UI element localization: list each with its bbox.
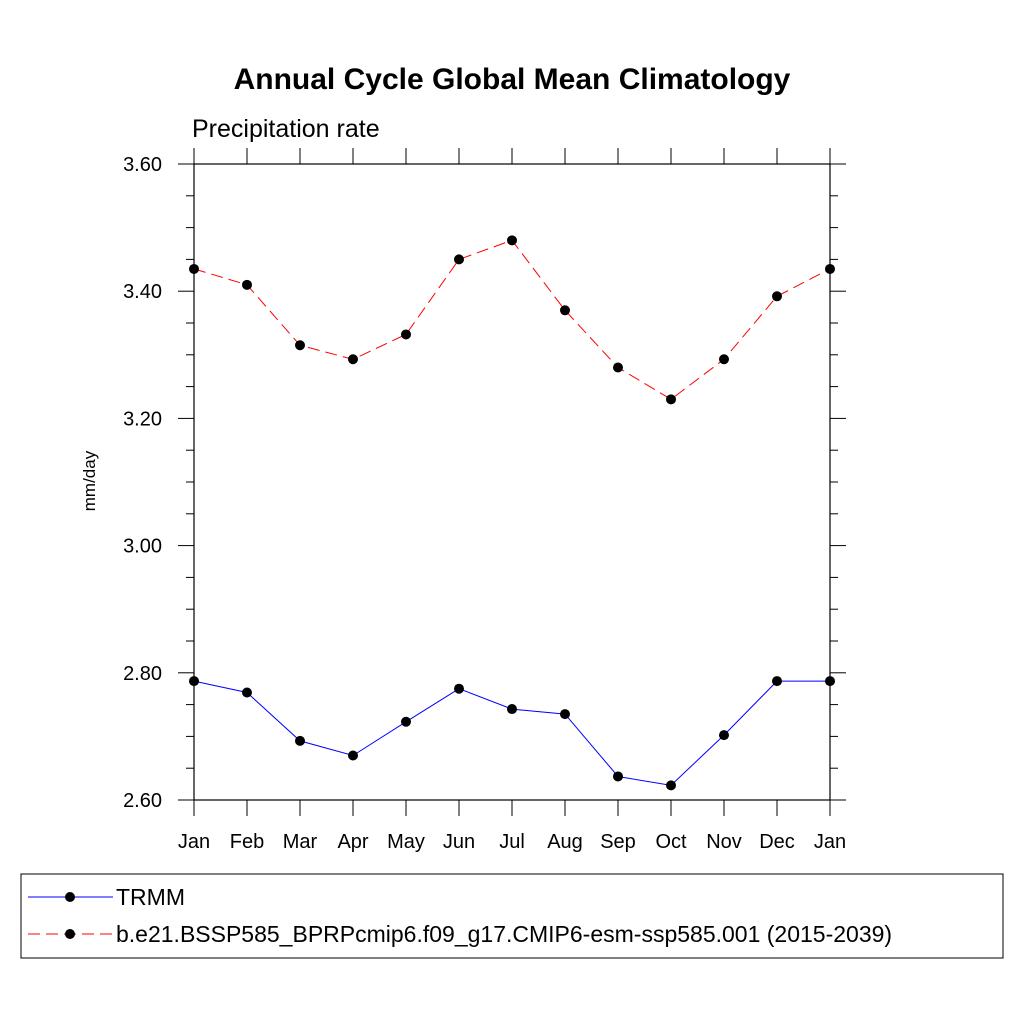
y-tick-label: 3.00 — [123, 536, 162, 558]
legend-swatch-marker — [65, 929, 75, 939]
legend-items: TRMM b.e21.BSSP585_BPRPcmip6.f09_g17.CMIP… — [28, 884, 892, 947]
series-layer — [189, 235, 835, 791]
x-tick-label: Dec — [759, 831, 795, 853]
y-tick-label: 3.40 — [123, 281, 162, 303]
y-tick-label: 2.80 — [123, 663, 162, 685]
chart-subtitle: Precipitation rate — [192, 115, 380, 143]
x-tick-label: May — [387, 831, 425, 853]
data-point — [189, 676, 199, 687]
data-point — [242, 279, 252, 290]
legend-swatch-marker — [65, 892, 75, 902]
data-point — [454, 683, 464, 694]
series-2 — [189, 235, 835, 405]
data-point — [560, 709, 570, 720]
data-point — [613, 771, 623, 782]
legend-box — [20, 873, 1004, 959]
data-point — [189, 263, 199, 274]
series-line — [193, 680, 830, 786]
data-point — [401, 329, 411, 340]
axes: 2.60 2.80 3.00 3.20 3.40 3.60 Jan Feb Mar Apr May J… — [123, 148, 846, 853]
x-tick-label: Aug — [547, 831, 583, 853]
data-point — [666, 780, 676, 791]
data-point — [613, 362, 623, 373]
y-tick-label: 3.20 — [123, 408, 162, 430]
data-point — [295, 340, 305, 351]
data-point — [825, 676, 835, 687]
legend: TRMM b.e21.BSSP585_BPRPcmip6.f09_g17.CMIP… — [20, 873, 1004, 959]
x-tick-label: Oct — [655, 831, 687, 853]
data-point — [401, 716, 411, 727]
data-point — [242, 687, 252, 698]
x-tick-label: Jul — [499, 831, 525, 853]
x-tick-label: Jan — [178, 831, 210, 853]
data-point — [772, 291, 782, 302]
data-point — [825, 263, 835, 274]
legend-label: TRMM — [116, 884, 185, 910]
data-point — [348, 354, 358, 365]
x-tick-label: Apr — [337, 831, 368, 853]
data-point — [348, 750, 358, 761]
y-tick-label: 3.60 — [123, 154, 162, 176]
data-point — [772, 676, 782, 687]
data-point — [719, 730, 729, 741]
data-point — [719, 354, 729, 365]
x-tick-label: Nov — [706, 831, 742, 853]
x-tick-label: Mar — [283, 831, 318, 853]
data-point — [560, 305, 570, 316]
data-point — [295, 735, 305, 746]
series-line — [193, 239, 831, 400]
data-point — [507, 235, 517, 246]
series-1 — [189, 676, 835, 791]
data-point — [454, 254, 464, 265]
legend-item: b.e21.BSSP585_BPRPcmip6.f09_g17.CMIP6-es… — [28, 921, 892, 947]
y-tick-label: 2.60 — [123, 790, 162, 812]
x-tick-label: Jun — [443, 831, 475, 853]
legend-label: b.e21.BSSP585_BPRPcmip6.f09_g17.CMIP6-es… — [116, 921, 892, 947]
x-tick-label: Sep — [600, 831, 636, 853]
x-tick-label: Jan — [814, 831, 846, 853]
x-tick-label: Feb — [230, 831, 264, 853]
data-point — [507, 704, 517, 715]
legend-item: TRMM — [28, 884, 185, 910]
y-axis-label: mm/day — [80, 450, 99, 511]
data-point — [666, 394, 676, 405]
chart-title: Annual Cycle Global Mean Climatology — [234, 63, 791, 96]
